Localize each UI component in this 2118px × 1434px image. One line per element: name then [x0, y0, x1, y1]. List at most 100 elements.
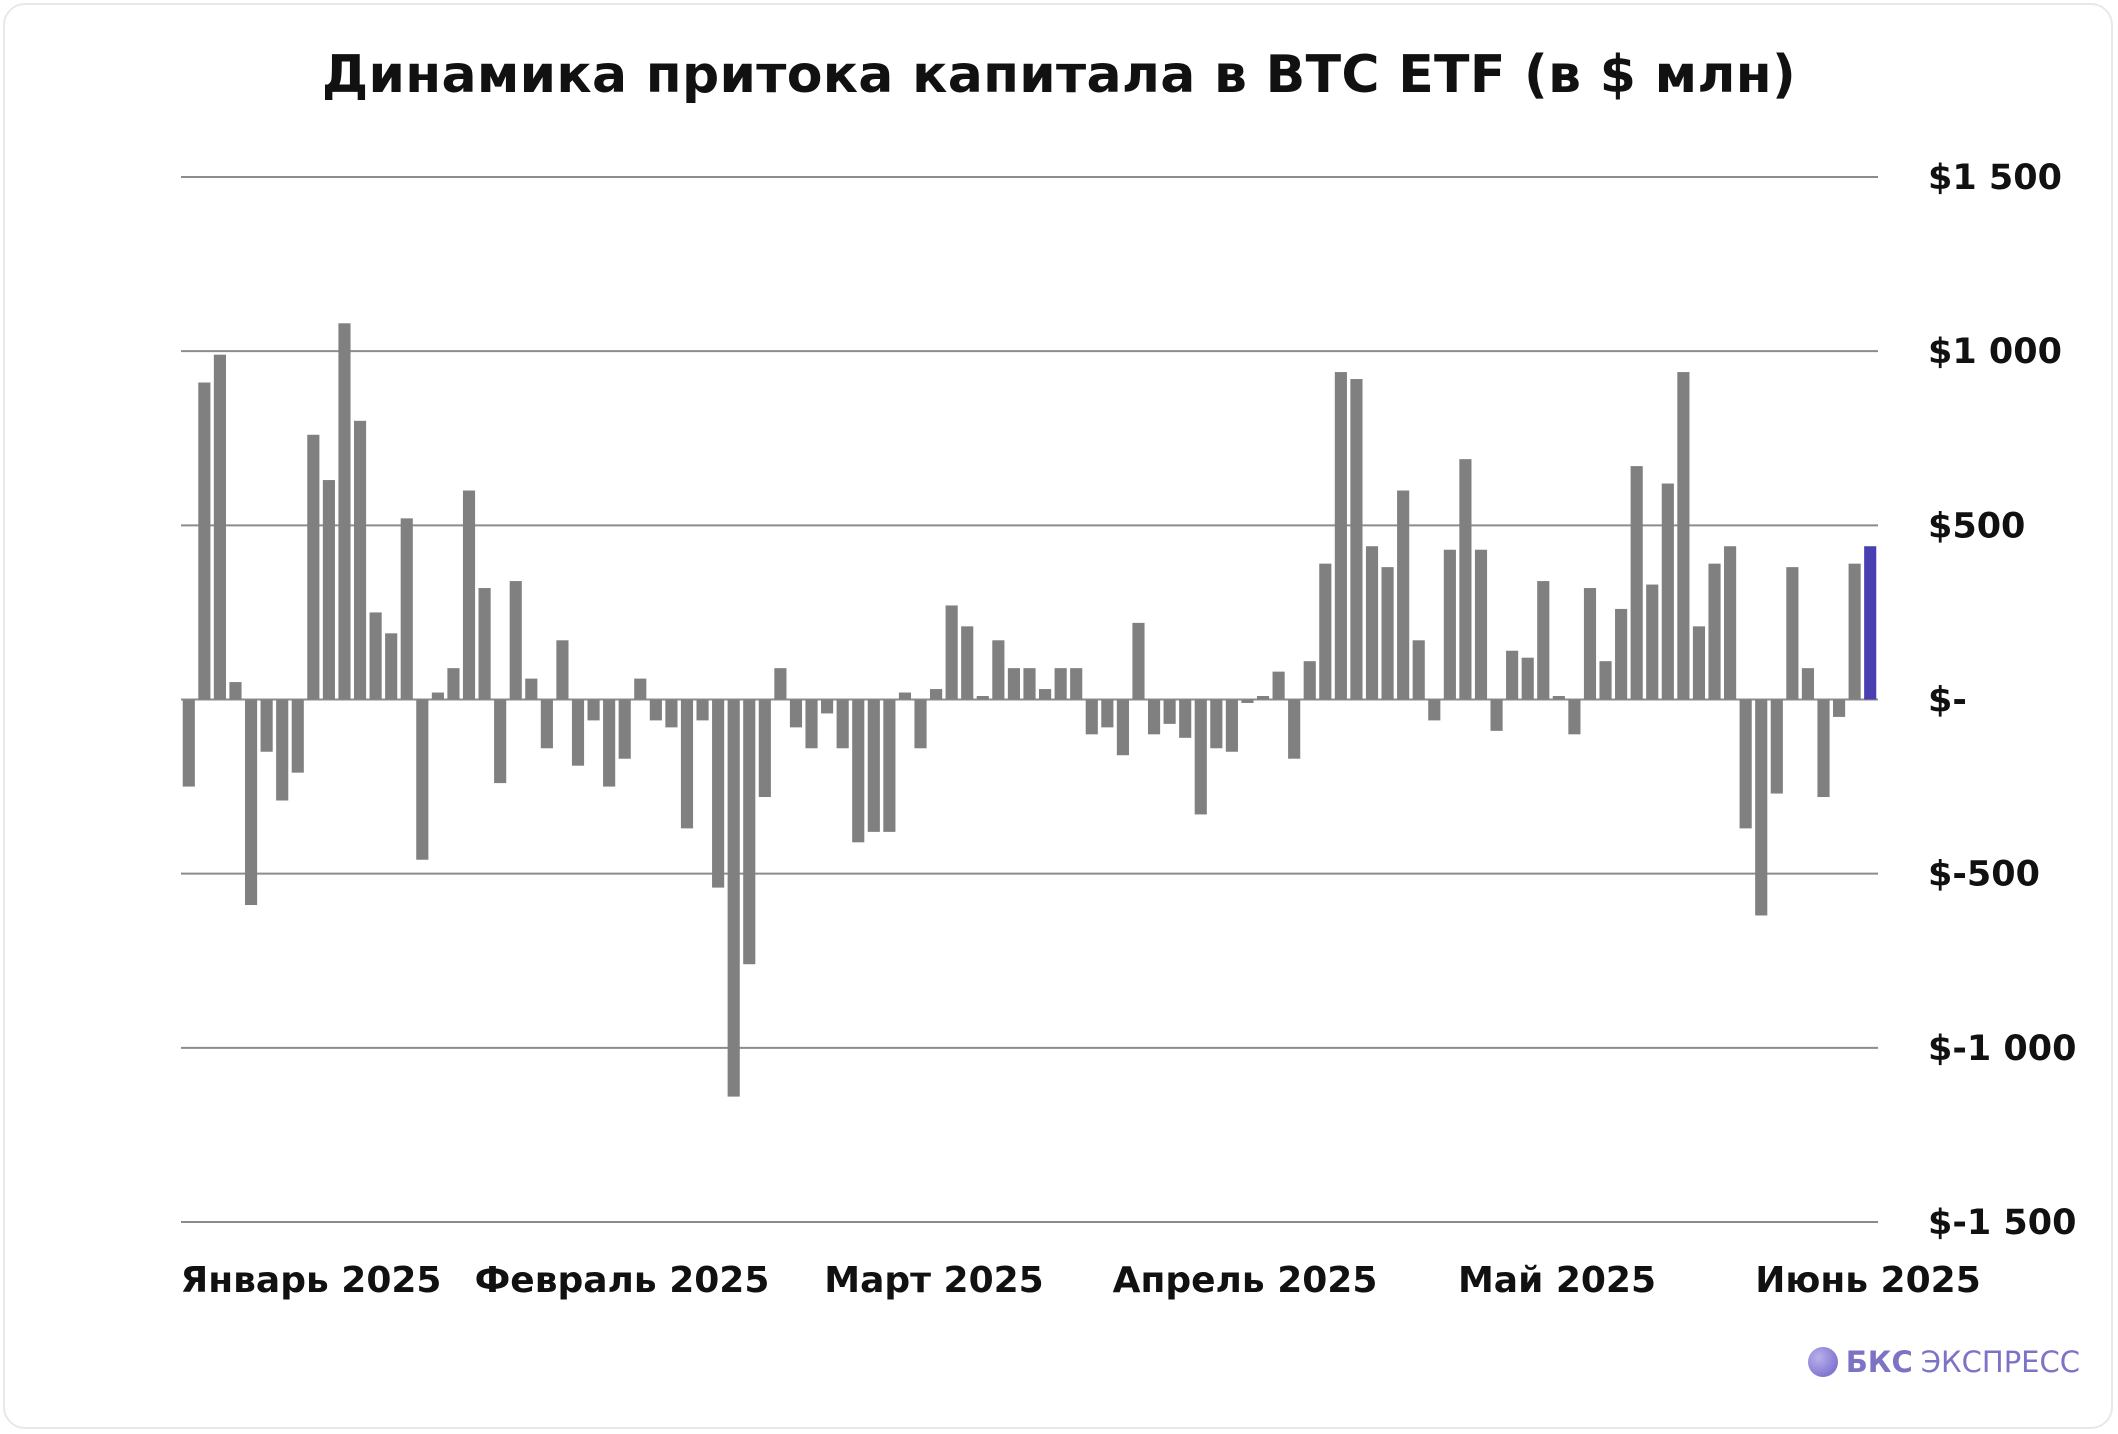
bar — [1397, 490, 1410, 700]
bar — [1490, 699, 1503, 731]
y-tick-label: $- — [1928, 681, 1967, 721]
bar — [1615, 608, 1628, 700]
x-tick-label: Январь 2025 — [181, 1260, 442, 1301]
bar — [727, 699, 740, 1097]
y-tick-label: $-1 500 — [1928, 1203, 2076, 1243]
bar — [836, 699, 849, 749]
y-tick-label: $1 500 — [1928, 158, 2062, 198]
y-tick-label: $-500 — [1928, 855, 2040, 895]
bar — [1630, 466, 1643, 700]
bar — [1147, 699, 1161, 735]
bar — [353, 420, 367, 700]
bar — [898, 692, 912, 700]
bar — [1054, 668, 1067, 700]
bar — [338, 323, 351, 700]
bar — [1459, 459, 1472, 700]
bar — [478, 588, 491, 700]
bar — [431, 692, 444, 700]
x-tick-label: Июнь 2025 — [1755, 1260, 1981, 1301]
bar — [385, 633, 398, 700]
bar — [883, 699, 896, 832]
bar — [649, 699, 662, 721]
bar — [1537, 581, 1550, 700]
y-tick-label: $1 000 — [1928, 332, 2062, 372]
bar — [1583, 588, 1597, 700]
bar — [1319, 563, 1332, 700]
bar — [525, 678, 538, 700]
bar — [307, 434, 320, 700]
bar — [712, 699, 725, 888]
bar — [182, 699, 195, 787]
bar — [1350, 379, 1363, 700]
bar — [696, 699, 709, 721]
bar — [805, 699, 818, 749]
bar — [400, 518, 413, 700]
bar — [291, 699, 304, 773]
bar — [1801, 668, 1815, 700]
bar — [509, 581, 522, 700]
bar — [1521, 657, 1534, 700]
bar — [1334, 372, 1347, 700]
bar — [322, 480, 335, 700]
bar — [1241, 699, 1254, 703]
bar — [1116, 699, 1129, 756]
bar — [634, 678, 647, 700]
bar — [1692, 626, 1706, 700]
brand-circle-icon — [1807, 1347, 1838, 1377]
bar — [540, 699, 553, 749]
bar — [852, 699, 865, 843]
bar — [961, 626, 974, 700]
bar — [1225, 699, 1238, 752]
bar — [1023, 668, 1036, 700]
bar — [462, 490, 476, 700]
bar — [1163, 699, 1176, 724]
bar — [1599, 661, 1612, 700]
bar — [1646, 584, 1659, 700]
bar — [914, 699, 927, 749]
bar — [369, 612, 382, 700]
bar — [556, 640, 569, 700]
bar — [1755, 699, 1768, 916]
bar — [1007, 668, 1020, 700]
bar — [1303, 661, 1316, 700]
bar — [213, 354, 226, 700]
y-tick-label: $-1 000 — [1928, 1029, 2076, 1069]
bar — [1724, 546, 1737, 700]
bar — [1677, 372, 1690, 700]
bar — [1428, 699, 1441, 721]
bar — [774, 668, 787, 700]
bar — [229, 682, 242, 700]
bar — [1474, 549, 1488, 700]
bar — [198, 382, 211, 700]
bar — [1272, 671, 1285, 700]
x-tick-label: Май 2025 — [1458, 1260, 1656, 1301]
bar — [244, 699, 258, 906]
bar — [1085, 699, 1098, 735]
bar — [1708, 563, 1721, 700]
x-axis-month-labels: Январь 2025 Февраль 2025 Март 2025 Апрель 2… — [181, 1260, 1981, 1301]
bar — [821, 699, 834, 714]
bar — [1256, 696, 1270, 700]
bars — [182, 323, 1877, 1097]
bar — [1070, 668, 1083, 700]
bar — [867, 699, 880, 832]
bar — [416, 699, 429, 860]
bar — [1210, 699, 1223, 749]
x-tick-label: Март 2025 — [824, 1260, 1043, 1301]
bar — [1194, 699, 1207, 815]
bar — [743, 699, 756, 965]
y-tick-label: $500 — [1928, 506, 2025, 546]
bar — [665, 699, 678, 728]
bar — [276, 699, 289, 801]
brand-logo: БКС ЭКСПРЕСС — [1807, 1345, 2080, 1379]
bar — [1506, 650, 1519, 700]
bar — [618, 699, 631, 759]
bar — [1132, 622, 1145, 700]
bar — [1365, 546, 1379, 700]
bar — [758, 699, 771, 798]
bar — [447, 668, 460, 700]
y-axis-ticks: $1 500 $1 000 $500 $- $-500 $-1 000 $-1 500 — [1928, 158, 2076, 1243]
bar — [603, 699, 616, 787]
bar — [1786, 567, 1799, 700]
